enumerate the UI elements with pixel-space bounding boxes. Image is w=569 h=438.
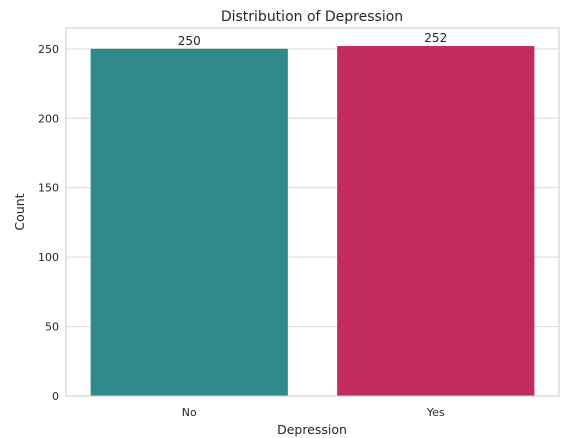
x-axis-label: Depression xyxy=(277,422,347,437)
plot-frame xyxy=(65,27,560,397)
x-tick-label: Yes xyxy=(426,406,445,419)
chart-title: Distribution of Depression xyxy=(221,9,403,25)
data-labels: 250 252 xyxy=(178,31,447,48)
y-tick-label: 200 xyxy=(38,112,59,125)
y-tick-label: 250 xyxy=(38,43,59,56)
y-tick-labels: 0 50 100 150 200 250 xyxy=(38,43,59,403)
bar-no xyxy=(90,48,288,396)
bar-yes xyxy=(337,46,535,397)
y-tick-label: 150 xyxy=(38,182,59,195)
y-tick-label: 0 xyxy=(52,390,59,403)
y-tick-label: 50 xyxy=(45,321,59,334)
y-axis-label: Count xyxy=(12,193,27,230)
x-tick-labels: No Yes xyxy=(182,406,445,419)
data-label: 252 xyxy=(424,31,447,45)
data-label: 250 xyxy=(178,34,201,48)
bars xyxy=(90,46,535,397)
y-tick-label: 100 xyxy=(38,251,59,264)
x-tick-label: No xyxy=(182,406,197,419)
